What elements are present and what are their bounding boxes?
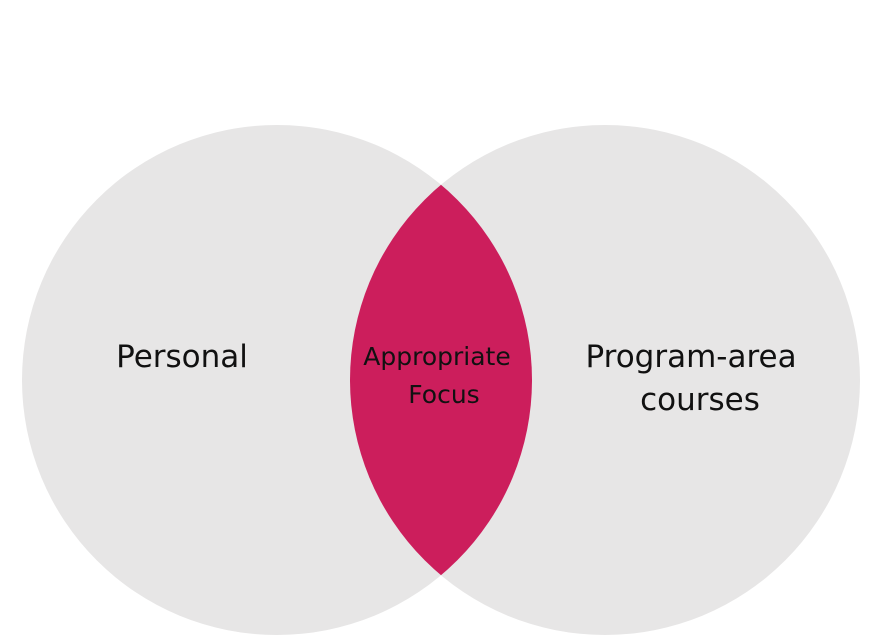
- intersection-label-line-2: Focus: [408, 380, 479, 409]
- left-set-label: Personal: [116, 339, 248, 375]
- intersection-label-line-1: Appropriate: [363, 342, 510, 371]
- right-label-line-2: courses: [640, 382, 760, 418]
- right-label-line-1: Program-area: [586, 339, 797, 375]
- intersection-region: [350, 125, 532, 635]
- right-set-label: Program-area courses: [586, 339, 807, 418]
- left-label-line-1: Personal: [116, 339, 248, 375]
- intersection-label: Appropriate Focus: [363, 342, 518, 409]
